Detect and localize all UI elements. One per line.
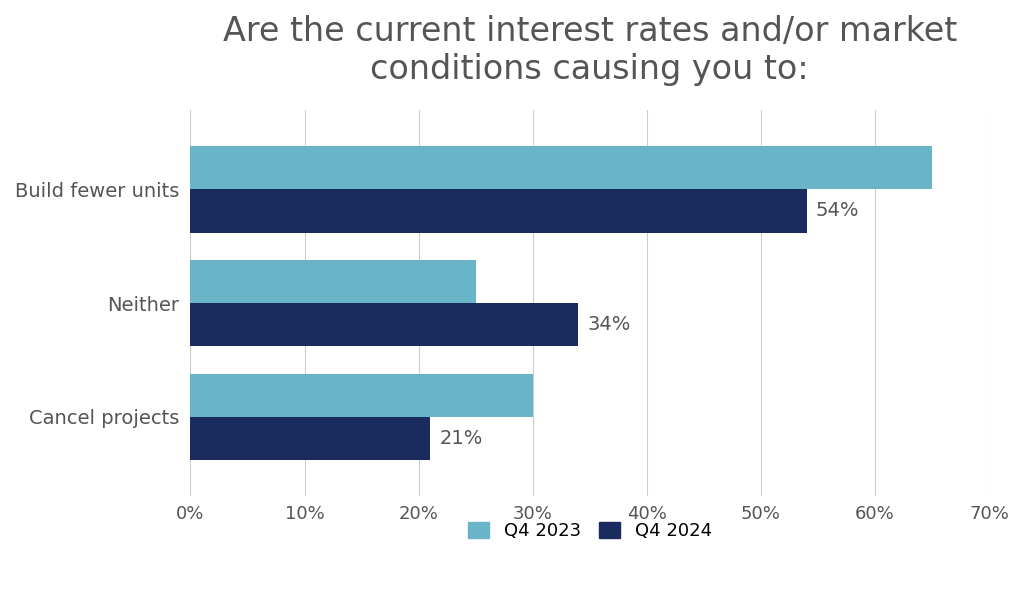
Bar — [190, 303, 579, 346]
Title: Are the current interest rates and/or market
conditions causing you to:: Are the current interest rates and/or ma… — [222, 15, 956, 86]
Legend: Q4 2023, Q4 2024: Q4 2023, Q4 2024 — [459, 513, 721, 549]
Text: 21%: 21% — [439, 429, 482, 448]
Bar — [190, 146, 932, 189]
Bar — [190, 260, 476, 303]
Bar — [190, 373, 532, 417]
Text: 34%: 34% — [588, 315, 631, 334]
Text: 54%: 54% — [816, 202, 859, 220]
Bar — [190, 189, 807, 232]
Bar — [190, 417, 430, 460]
